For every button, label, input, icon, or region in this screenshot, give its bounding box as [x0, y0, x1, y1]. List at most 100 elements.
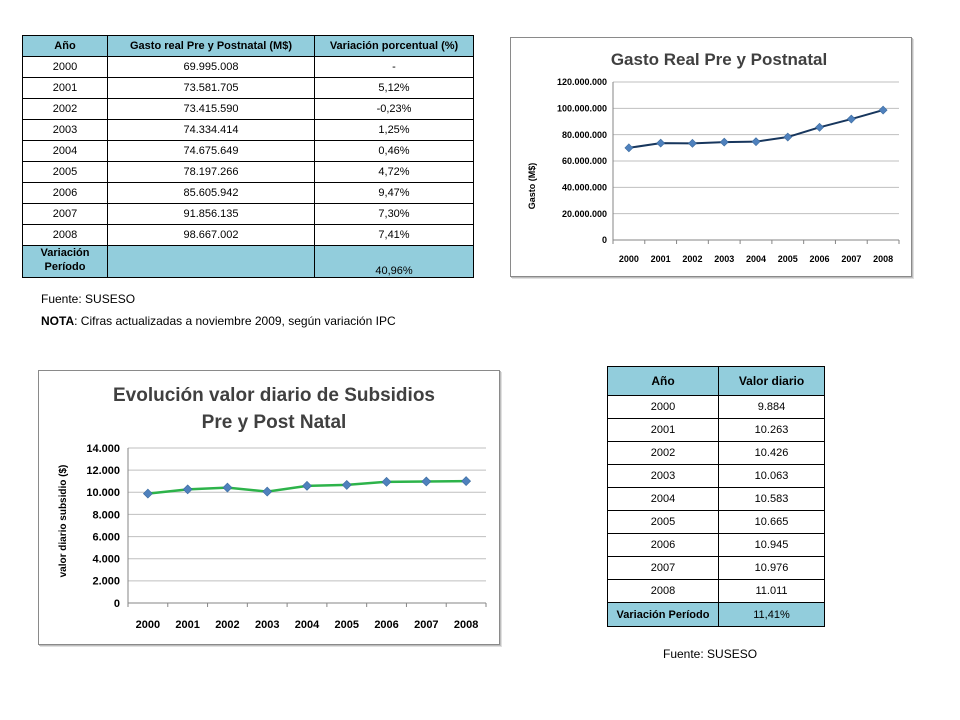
y-axis-label: valor diario subsidio ($) [58, 465, 69, 578]
data-point-marker [461, 476, 472, 487]
x-tick-label: 2004 [295, 619, 320, 631]
table-cell: 91.856.135 [107, 203, 315, 225]
data-point-marker [783, 132, 793, 142]
data-points [624, 105, 888, 153]
variation-label: Variación Período [22, 245, 108, 278]
x-tick-label: 2005 [778, 254, 798, 264]
table-cell: 2002 [22, 98, 108, 120]
variation-value: 11,41% [718, 602, 825, 627]
table-cell: 2008 [22, 224, 108, 246]
table-row: 2006 10.945 [607, 533, 825, 557]
nota-text: : Cifras actualizadas a noviembre 2009, … [74, 314, 396, 328]
x-tick-label: 2003 [714, 254, 734, 264]
y-tick-label: 0 [602, 235, 607, 245]
table-row: 2005 10.665 [607, 510, 825, 534]
data-point-marker [302, 480, 312, 491]
table-cell: 10.063 [718, 464, 825, 488]
table-cell: 2000 [22, 56, 108, 78]
table-row: 2005 78.197.266 4,72% [22, 161, 474, 183]
data-point-marker [142, 488, 153, 499]
source-note-2: Fuente: SUSESO [663, 647, 758, 661]
table-row: 2001 73.581.705 5,12% [22, 77, 474, 99]
table-cell: 7,30% [314, 203, 474, 225]
table-cell: 9.884 [718, 395, 825, 419]
table-cell: 9,47% [314, 182, 474, 204]
x-tick-label: 2002 [682, 254, 702, 264]
table-cell: 74.675.649 [107, 140, 315, 162]
data-point-marker [421, 476, 432, 487]
x-tick-labels: 2000 2001 2002 2003 2004 2005 2006 2007 2008 [619, 254, 893, 264]
x-tick-label: 2007 [841, 254, 861, 264]
y-tick-label: 100.000.000 [557, 103, 607, 113]
col-header-valor: Valor diario [718, 366, 825, 396]
table-cell: 2007 [607, 556, 719, 580]
data-point-marker [341, 479, 352, 490]
table-cell: -0,23% [314, 98, 474, 120]
table-cell: 10.665 [718, 510, 825, 534]
y-tick-label: 20.000.000 [562, 209, 607, 219]
x-tick-label: 2000 [136, 619, 160, 631]
table-row: 2003 74.334.414 1,25% [22, 119, 474, 141]
table-cell: 2001 [22, 77, 108, 99]
y-tick-label: 4.000 [92, 554, 120, 566]
col-header-ano: Año [607, 366, 719, 396]
table-cell: 10.945 [718, 533, 825, 557]
table-cell: 85.605.942 [107, 182, 315, 204]
table-cell: 2006 [607, 533, 719, 557]
table-row: 2000 69.995.008- [22, 56, 474, 78]
x-tick-label: 2006 [374, 619, 398, 631]
table-cell: 2008 [607, 579, 719, 603]
y-tick-labels: 0 2.000 4.000 6.000 8.000 10.000 12.000 14.000 [86, 443, 120, 610]
table-cell: 2004 [22, 140, 108, 162]
col-header-variacion: Variación porcentual (%) [314, 35, 474, 57]
table-cell: 2003 [22, 119, 108, 141]
table-row: 2003 10.063 [607, 464, 825, 488]
data-point-marker [688, 138, 697, 148]
data-point-marker [815, 122, 824, 132]
table-cell: 7,41% [314, 224, 474, 246]
table-cell: 2005 [22, 161, 108, 183]
x-tick-label: 2007 [414, 619, 438, 631]
table-row: 2007 91.856.135 7,30% [22, 203, 474, 225]
y-tick-label: 8.000 [92, 509, 120, 521]
table-cell: 78.197.266 [107, 161, 315, 183]
data-point-marker [182, 484, 193, 495]
variation-row: Variación Período 11,41% [607, 602, 825, 627]
table-cell: 0,46% [314, 140, 474, 162]
x-tick-label: 2002 [215, 619, 239, 631]
table-row: 2008 11.011 [607, 579, 825, 603]
gasto-chart-svg: Gasto Real Pre y Postnatal Gasto (M$) 0 2… [527, 50, 900, 264]
table-cell: 74.334.414 [107, 119, 315, 141]
table-cell: 2002 [607, 441, 719, 465]
col-header-ano: Año [22, 35, 108, 57]
x-tick-label: 2008 [454, 619, 478, 631]
table-cell: 1,25% [314, 119, 474, 141]
y-tick-label: 6.000 [92, 531, 120, 543]
data-point-marker [222, 482, 233, 493]
y-axis-label: Gasto (M$) [527, 163, 537, 210]
table-row: 2006 85.605.942 9,47% [22, 182, 474, 204]
y-tick-label: 0 [114, 598, 120, 610]
table-cell: 98.667.002 [107, 224, 315, 246]
data-points [142, 476, 472, 499]
valor-table-header-row: Año Valor diario [607, 366, 825, 396]
table-cell: 10.583 [718, 487, 825, 511]
data-point-marker [846, 114, 856, 124]
y-tick-label: 2.000 [92, 576, 120, 588]
table-cell: 10.263 [718, 418, 825, 442]
table-cell: 2003 [607, 464, 719, 488]
data-point-marker [751, 137, 761, 147]
chart-title-line-2: Pre y Post Natal [202, 412, 347, 433]
gridlines [127, 447, 487, 607]
data-point-marker [262, 486, 273, 497]
table-row: 2002 73.415.590 -0,23% [22, 98, 474, 120]
x-tick-label: 2000 [619, 254, 639, 264]
table-cell: 5,12% [314, 77, 474, 99]
data-point-marker [878, 105, 888, 115]
y-tick-label: 40.000.000 [562, 182, 607, 192]
table-cell: 2006 [22, 182, 108, 204]
subsidio-chart-svg: Evolución valor diario de Subsidios Pre … [58, 385, 487, 631]
y-tick-label: 10.000 [86, 487, 120, 499]
source-note-1: Fuente: SUSESO [41, 292, 136, 306]
chart-title-line-1: Evolución valor diario de Subsidios [113, 385, 435, 406]
